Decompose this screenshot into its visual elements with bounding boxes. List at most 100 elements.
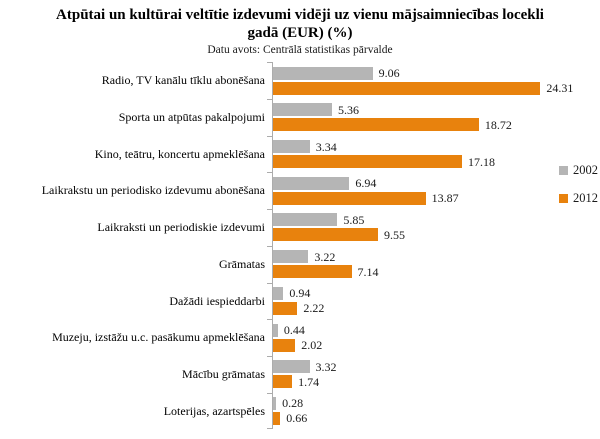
bar-group: 3.34 17.18 bbox=[267, 135, 600, 173]
category-label: Grāmatas bbox=[219, 256, 265, 271]
value-label: 3.32 bbox=[315, 359, 337, 374]
bar-2012 bbox=[273, 338, 296, 352]
bar-row-2012: 0.66 bbox=[273, 411, 600, 426]
bar-2002 bbox=[273, 360, 310, 374]
bar-chart: Radio, TV kanālu tīklu abonēšana Sporta u… bbox=[0, 62, 600, 430]
value-label: 3.22 bbox=[314, 249, 336, 264]
category-label: Laikrakstu un periodisko izdevumu abonēš… bbox=[41, 183, 265, 198]
category-label: Laikraksti un periodiskie izdevumi bbox=[97, 220, 265, 235]
bar-2002 bbox=[273, 140, 310, 154]
value-label: 13.87 bbox=[431, 191, 459, 206]
value-label: 7.14 bbox=[357, 264, 379, 279]
category-labels: Radio, TV kanālu tīklu abonēšana Sporta u… bbox=[0, 62, 272, 429]
bar-group: 3.32 1.74 bbox=[267, 355, 600, 393]
value-label: 18.72 bbox=[484, 117, 512, 132]
bar-row-2012: 18.72 bbox=[273, 117, 600, 132]
legend: 2002 2012 bbox=[559, 163, 598, 206]
bar-2012 bbox=[273, 155, 462, 169]
axis-tick bbox=[267, 135, 273, 137]
value-label: 9.06 bbox=[378, 66, 400, 81]
axis-tick bbox=[267, 99, 273, 101]
category-label: Kino, teātru, koncertu apmeklēšana bbox=[94, 146, 265, 161]
value-label: 17.18 bbox=[467, 154, 495, 169]
bar-2002 bbox=[273, 176, 350, 190]
bar-row-2002: 3.32 bbox=[273, 359, 600, 374]
bar-group: 5.85 9.55 bbox=[267, 209, 600, 246]
axis-tick bbox=[267, 172, 273, 174]
bar-2012 bbox=[273, 411, 281, 425]
category-label: Dažādi iespieddarbi bbox=[169, 293, 265, 308]
plot-area: 9.06 24.31 5.36 18.72 3.34 17.18 6.94 13.87 5.85… bbox=[267, 62, 600, 430]
value-label: 5.36 bbox=[337, 102, 359, 117]
legend-label-2012: 2012 bbox=[573, 191, 598, 205]
category-label: Muzeju, izstāžu u.c. pasākumu apmeklēšan… bbox=[52, 330, 265, 345]
bar-row-2012: 13.87 bbox=[273, 191, 600, 206]
value-label: 6.94 bbox=[355, 176, 377, 191]
bar-row-2012: 2.22 bbox=[273, 301, 600, 315]
axis-tick bbox=[267, 282, 273, 284]
value-label: 24.31 bbox=[546, 81, 574, 96]
bar-row-2002: 0.28 bbox=[273, 396, 600, 410]
page-title: Atpūtai un kultūrai veltītie izdevumi vi… bbox=[56, 7, 544, 41]
category-label: Mācību grāmatas bbox=[182, 366, 265, 381]
bar-row-2002: 6.94 bbox=[273, 176, 600, 191]
bar-2002 bbox=[273, 250, 309, 264]
value-label: 1.74 bbox=[298, 374, 320, 389]
bar-group: 9.06 24.31 bbox=[267, 62, 600, 99]
bar-row-2012: 7.14 bbox=[273, 264, 600, 279]
axis-tick bbox=[267, 209, 273, 211]
value-label: 5.85 bbox=[343, 212, 365, 227]
bar-row-2002: 0.44 bbox=[273, 323, 600, 338]
bar-row-2002: 0.94 bbox=[273, 286, 600, 301]
bar-2002 bbox=[273, 103, 332, 117]
bar-group: 5.36 18.72 bbox=[267, 99, 600, 136]
axis-tick bbox=[267, 62, 273, 64]
legend-item-2012: 2012 bbox=[559, 191, 598, 206]
bar-row-2002: 5.36 bbox=[273, 102, 600, 117]
axis-tick bbox=[267, 319, 273, 321]
value-label: 0.44 bbox=[283, 323, 305, 338]
chart-header: Atpūtai un kultūrai veltītie izdevumi vi… bbox=[0, 7, 600, 56]
bar-row-2002: 9.06 bbox=[273, 66, 600, 81]
bar-row-2012: 17.18 bbox=[273, 154, 600, 169]
bar-row-2002: 3.34 bbox=[273, 139, 600, 154]
bar-2012 bbox=[273, 81, 541, 95]
bar-group: 0.44 2.02 bbox=[267, 319, 600, 356]
bar-2012 bbox=[273, 228, 379, 242]
category-label: Radio, TV kanālu tīklu abonēšana bbox=[101, 73, 265, 88]
page-subtitle: Datu avots: Centrālā statistikas pārvald… bbox=[207, 44, 393, 57]
bar-2012 bbox=[273, 301, 298, 315]
bar-2002 bbox=[273, 66, 373, 80]
bar-group: 3.22 7.14 bbox=[267, 245, 600, 283]
bar-group: 0.28 0.66 bbox=[267, 392, 600, 430]
bar-row-2012: 24.31 bbox=[273, 81, 600, 96]
bar-2012 bbox=[273, 265, 352, 279]
value-label: 0.66 bbox=[286, 411, 308, 426]
axis-tick bbox=[267, 355, 273, 357]
value-label: 9.55 bbox=[384, 227, 406, 242]
legend-item-2002: 2002 bbox=[559, 163, 598, 178]
category-label: Sporta un atpūtas pakalpojumi bbox=[118, 110, 265, 125]
bar-group: 0.94 2.22 bbox=[267, 282, 600, 320]
bar-row-2012: 9.55 bbox=[273, 227, 600, 242]
bar-2012 bbox=[273, 191, 426, 205]
value-label: 2.02 bbox=[301, 338, 323, 353]
value-label: 3.34 bbox=[315, 139, 337, 154]
bar-2002 bbox=[273, 396, 277, 410]
bar-2012 bbox=[273, 118, 479, 132]
bar-2012 bbox=[273, 375, 293, 389]
bar-row-2002: 3.22 bbox=[273, 249, 600, 264]
bar-2002 bbox=[273, 323, 278, 337]
bar-2002 bbox=[273, 286, 284, 300]
axis-tick bbox=[267, 245, 273, 247]
bar-row-2002: 5.85 bbox=[273, 212, 600, 227]
value-label: 0.94 bbox=[289, 286, 311, 301]
axis-tick bbox=[267, 392, 273, 394]
bar-group: 6.94 13.87 bbox=[267, 172, 600, 209]
legend-swatch-2012 bbox=[559, 194, 568, 203]
bar-row-2012: 1.74 bbox=[273, 374, 600, 389]
bar-row-2012: 2.02 bbox=[273, 338, 600, 353]
legend-swatch-2002 bbox=[559, 166, 568, 175]
legend-label-2002: 2002 bbox=[573, 163, 598, 177]
